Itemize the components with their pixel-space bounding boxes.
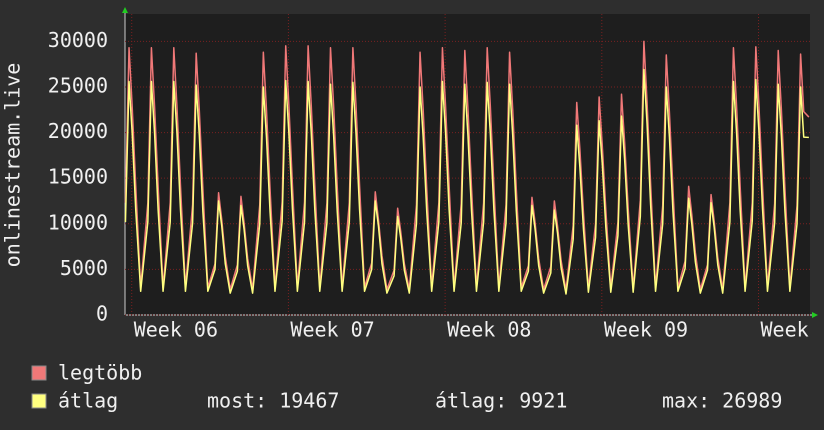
x-tick-label: Week 09 — [604, 318, 688, 342]
y-tick-label: 15000 — [48, 165, 108, 189]
stat-label: max: — [662, 389, 710, 413]
x-tick-label: Week 08 — [447, 318, 531, 342]
legend-swatch — [31, 365, 47, 381]
y-tick-label: 0 — [96, 302, 108, 326]
x-tick-label: Week 06 — [134, 318, 218, 342]
y-tick-label: 10000 — [48, 210, 108, 234]
series-line — [124, 68, 809, 295]
axis-arrow — [812, 312, 818, 318]
legend-label: legtöbb — [58, 361, 142, 385]
y-tick-label: 20000 — [48, 119, 108, 143]
stat-value: 9921 — [519, 389, 567, 413]
stat-value: 26989 — [722, 389, 782, 413]
y-tick-label: 30000 — [48, 28, 108, 52]
y-axis-label: onlinestream.live — [1, 63, 25, 268]
x-tick-label: Week — [761, 318, 809, 342]
legend: legtöbb átlag most: 19467 átlag: 9921 max: 2698… — [31, 361, 782, 413]
axis-arrow — [122, 7, 128, 13]
y-tick-label: 5000 — [60, 256, 108, 280]
series-group — [124, 40, 810, 295]
legend-label: átlag — [58, 389, 118, 413]
x-tick-label: Week 07 — [290, 318, 374, 342]
stat-label: átlag: — [435, 389, 507, 413]
stat-value: 19467 — [279, 389, 339, 413]
stat-label: most: — [207, 389, 267, 413]
y-tick-label: 25000 — [48, 73, 108, 97]
legend-swatch — [31, 393, 47, 409]
